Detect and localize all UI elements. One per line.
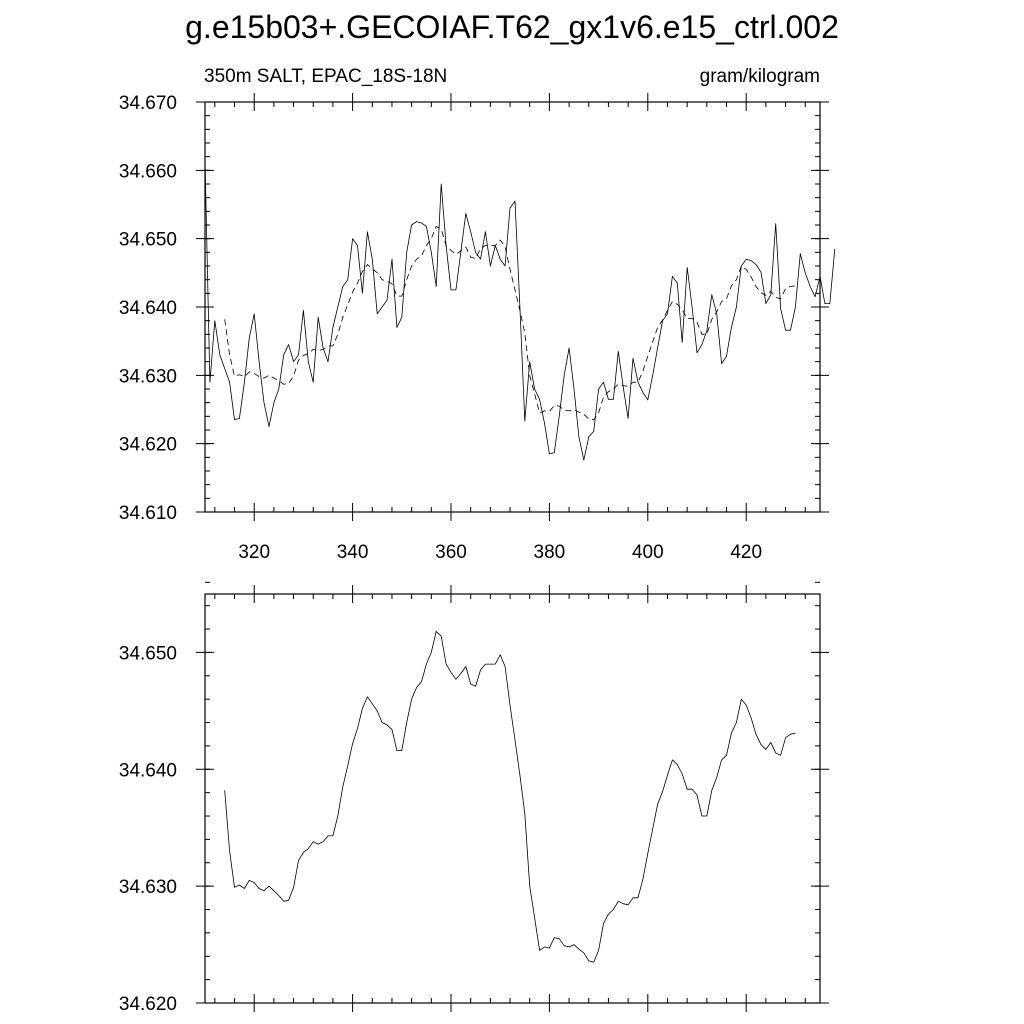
y-tick-label: 34.630 (119, 366, 177, 387)
bottom-panel: 34.620 34.630 34.640 34.650 (119, 581, 829, 1015)
plot-frame (204, 101, 821, 513)
y-tick-label: 34.660 (119, 161, 177, 182)
y-tick-label: 34.620 (119, 994, 177, 1015)
y-tick-label: 34.630 (119, 877, 177, 898)
plot-frame (204, 593, 821, 1004)
y-tick-label: 34.650 (119, 230, 177, 251)
x-tick-label: 360 (435, 542, 467, 563)
x-tick-label: 340 (337, 542, 369, 563)
chart-subtitle-right: gram/kilogram (700, 66, 820, 87)
y-tick-label: 34.640 (119, 760, 177, 781)
y-tick-label: 34.670 (119, 93, 177, 114)
chart-subtitle-left: 350m SALT, EPAC_18S-18N (204, 66, 447, 87)
series-line-dashed (224, 225, 796, 421)
x-tick-label: 320 (238, 542, 270, 563)
series-line (224, 631, 796, 963)
x-tick-label: 400 (632, 542, 664, 563)
x-tick-label: 380 (534, 542, 566, 563)
y-tick-label: 34.640 (119, 298, 177, 319)
y-tick-label: 34.650 (119, 643, 177, 664)
x-tick-label: 420 (730, 542, 762, 563)
series-line (204, 160, 836, 461)
chart-title: g.e15b03+.GECOIAF.T62_gx1v6.e15_ctrl.002 (185, 9, 839, 45)
top-panel: 320 340 360 380 400 420 34.610 34.620 34.630 34.6… (119, 93, 836, 563)
y-tick-label: 34.610 (119, 503, 177, 524)
y-tick-label: 34.620 (119, 435, 177, 456)
